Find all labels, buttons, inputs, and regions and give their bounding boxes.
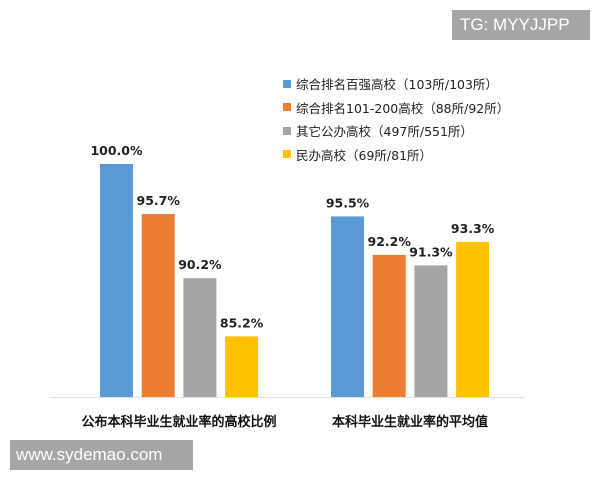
data-label: 95.7% xyxy=(137,193,181,208)
bar xyxy=(183,278,217,397)
data-label: 93.3% xyxy=(451,221,495,236)
legend-swatch xyxy=(283,126,291,135)
watermark-tg: TG: MYYJJPP xyxy=(452,10,590,40)
legend-item: 综合排名百强高校（103所/103所） xyxy=(283,72,509,96)
data-label: 90.2% xyxy=(178,257,222,272)
data-label: 85.2% xyxy=(220,315,264,330)
bar xyxy=(100,164,133,397)
bar xyxy=(372,254,406,397)
legend-item: 民办高校（69所/81所） xyxy=(283,143,509,167)
bar xyxy=(141,214,175,397)
legend-item: 综合排名101-200高校（88所/92所） xyxy=(283,96,509,120)
category-label: 公布本科毕业生就业率的高校比例 xyxy=(82,414,277,430)
legend-swatch xyxy=(283,150,291,159)
legend-label: 民办高校（69所/81所） xyxy=(296,147,433,163)
data-label: 92.2% xyxy=(368,234,412,249)
bar xyxy=(456,242,490,397)
watermark-url: www.sydemao.com xyxy=(10,440,193,470)
bar xyxy=(414,265,448,397)
data-label: 100.0% xyxy=(90,143,143,158)
legend: 综合排名百强高校（103所/103所） 综合排名101-200高校（88所/92… xyxy=(283,72,509,166)
data-label: 91.3% xyxy=(409,244,453,259)
legend-swatch xyxy=(283,103,291,112)
legend-label: 综合排名101-200高校（88所/92所） xyxy=(296,100,510,116)
bar xyxy=(331,216,364,397)
legend-swatch xyxy=(283,79,291,88)
bar xyxy=(225,336,259,397)
legend-label: 综合排名百强高校（103所/103所） xyxy=(296,77,498,93)
category-label: 本科毕业生就业率的平均值 xyxy=(332,414,488,430)
legend-item: 其它公办高校（497所/551所） xyxy=(283,119,509,143)
data-label: 95.5% xyxy=(326,195,370,210)
legend-label: 其它公办高校（497所/551所） xyxy=(296,124,473,140)
